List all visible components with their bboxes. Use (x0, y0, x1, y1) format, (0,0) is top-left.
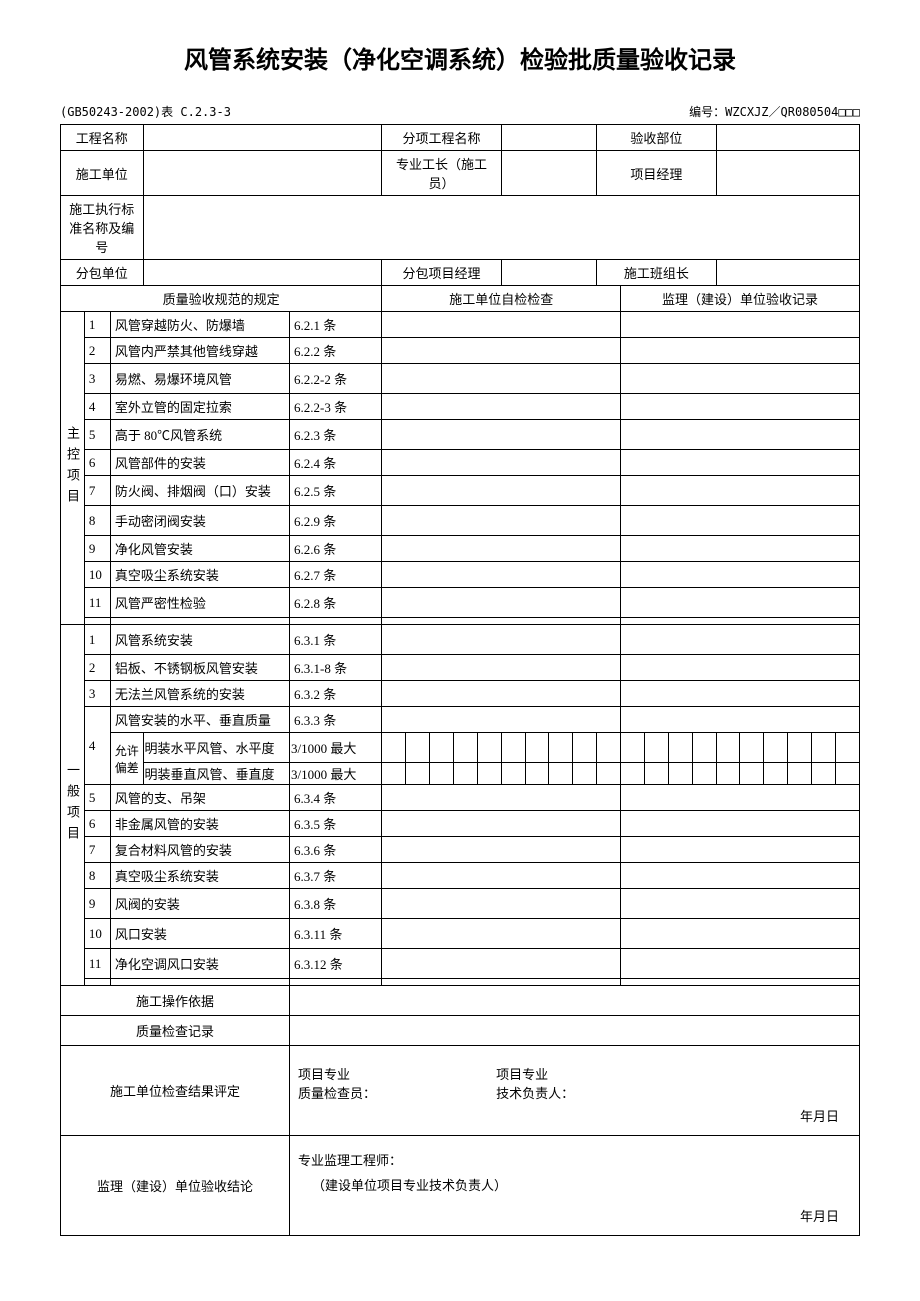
header-row-3: 施工执行标准名称及编号 (61, 196, 860, 260)
footer-qcrec-row: 质量检查记录 (61, 1016, 860, 1046)
field-team-leader (716, 260, 859, 286)
main-item-row: 5高于 80℃风管系统6.2.3 条 (61, 420, 860, 450)
main-item-row: 3易燃、易爆环境风管6.2.2-2 条 (61, 364, 860, 394)
main-item-row: 6风管部件的安装6.2.4 条 (61, 450, 860, 476)
col-supervision: 监理（建设）单位验收记录 (621, 286, 860, 312)
field-project-name (143, 125, 382, 151)
item-supervision (621, 312, 860, 338)
general-item-row: 7复合材料风管的安装6.3.6 条 (61, 837, 860, 863)
label-standard: 施工执行标准名称及编号 (61, 196, 144, 260)
label-project-name: 工程名称 (61, 125, 144, 151)
field-unit-check: 项目专业 质量检查员： 项目专业 技术负责人： 年月日 (290, 1046, 860, 1136)
document-title: 风管系统安装（净化空调系统）检验批质量验收记录 (60, 40, 860, 75)
qc-person-block: 项目专业 质量检查员： (298, 1064, 376, 1102)
field-basis (290, 986, 860, 1016)
footer-basis-row: 施工操作依据 (61, 986, 860, 1016)
label-unit-check: 施工单位检查结果评定 (61, 1046, 290, 1136)
header-row-4: 分包单位 分包项目经理 施工班组长 (61, 260, 860, 286)
document-page: 风管系统安装（净化空调系统）检验批质量验收记录 (GB50243-2002)表 … (0, 0, 920, 1276)
label-sub-pm: 分包项目经理 (382, 260, 501, 286)
meta-right: 编号：WZCXJZ／QR080504□□□ (689, 103, 860, 120)
item-num: 1 (84, 312, 110, 338)
col-self-check: 施工单位自检检查 (382, 286, 621, 312)
label-accept-part: 验收部位 (597, 125, 716, 151)
date-text: 年月日 (800, 1206, 839, 1225)
tech-person-block: 项目专业 技术负责人： (496, 1064, 574, 1102)
general-item-row: 3无法兰风管系统的安装6.3.2 条 (61, 681, 860, 707)
main-table: 工程名称 分项工程名称 验收部位 施工单位 专业工长（施工员） 项目经理 施工执… (60, 124, 860, 1236)
group-general-label: 一般项目 (61, 625, 85, 986)
label-subcontract: 分包单位 (61, 260, 144, 286)
field-subcontract (143, 260, 382, 286)
col-spec: 质量验收规范的规定 (61, 286, 382, 312)
section-header-row: 质量验收规范的规定 施工单位自检检查 监理（建设）单位验收记录 (61, 286, 860, 312)
group-main-label: 主控项目 (61, 312, 85, 625)
field-foreman (501, 151, 597, 196)
label-construction-unit: 施工单位 (61, 151, 144, 196)
general-item4-sub2: 明装垂直风管、垂直度3/1000 最大 (61, 763, 860, 785)
meta-left: (GB50243-2002)表 C.2.3-3 (60, 103, 231, 120)
field-standard (143, 196, 859, 260)
label-sup-conclusion: 监理（建设）单位验收结论 (61, 1136, 290, 1236)
general-item-row: 8真空吸尘系统安装6.3.7 条 (61, 863, 860, 889)
main-item-row: 4室外立管的固定拉索6.2.2-3 条 (61, 394, 860, 420)
general-item-row: 6非金属风管的安装6.3.5 条 (61, 811, 860, 837)
main-item-row: 8手动密闭阀安装6.2.9 条 (61, 506, 860, 536)
header-row-1: 工程名称 分项工程名称 验收部位 (61, 125, 860, 151)
main-item-row: 10真空吸尘系统安装6.2.7 条 (61, 562, 860, 588)
main-item-row: 主控项目 1 风管穿越防火、防爆墙 6.2.1 条 (61, 312, 860, 338)
label-team-leader: 施工班组长 (597, 260, 716, 286)
general-item-row: 9风阀的安装6.3.8 条 (61, 889, 860, 919)
item-desc: 风管穿越防火、防爆墙 (110, 312, 289, 338)
allowdev-label: 允许偏差 (110, 733, 143, 785)
main-item-row: 2风管内严禁其他管线穿越6.2.2 条 (61, 338, 860, 364)
label-qcrec: 质量检查记录 (61, 1016, 290, 1046)
general-item-blank (61, 979, 860, 986)
label-foreman: 专业工长（施工员） (382, 151, 501, 196)
general-item4-header: 4 风管安装的水平、垂直质量 6.3.3 条 (61, 707, 860, 733)
general-item-row: 2铝板、不锈钢板风管安装6.3.1-8 条 (61, 655, 860, 681)
field-construction-unit (143, 151, 382, 196)
main-item-row: 9净化风管安装6.2.6 条 (61, 536, 860, 562)
main-item-row: 7防火阀、排烟阀（口）安装6.2.5 条 (61, 476, 860, 506)
field-sub-pm (501, 260, 597, 286)
general-item4-sub1: 允许偏差 明装水平风管、水平度3/1000 最大 (61, 733, 860, 763)
meta-row: (GB50243-2002)表 C.2.3-3 编号：WZCXJZ／QR0805… (60, 103, 860, 120)
label-pm: 项目经理 (597, 151, 716, 196)
main-item-row: 11风管严密性检验6.2.8 条 (61, 588, 860, 618)
field-sup-conclusion: 专业监理工程师： （建设单位项目专业技术负责人） 年月日 (290, 1136, 860, 1236)
item-clause: 6.2.1 条 (290, 312, 382, 338)
header-row-2: 施工单位 专业工长（施工员） 项目经理 (61, 151, 860, 196)
label-sub-project: 分项工程名称 (382, 125, 501, 151)
field-qcrec (290, 1016, 860, 1046)
item-selfcheck (382, 312, 621, 338)
footer-supervision-row: 监理（建设）单位验收结论 专业监理工程师： （建设单位项目专业技术负责人） 年月… (61, 1136, 860, 1236)
main-item-blank (61, 618, 860, 625)
field-accept-part (716, 125, 859, 151)
label-basis: 施工操作依据 (61, 986, 290, 1016)
general-item-row: 10风口安装6.3.11 条 (61, 919, 860, 949)
footer-unit-check-row: 施工单位检查结果评定 项目专业 质量检查员： 项目专业 技术负责人： 年月日 (61, 1046, 860, 1136)
general-item-row: 11净化空调风口安装6.3.12 条 (61, 949, 860, 979)
field-sub-project (501, 125, 597, 151)
general-item-row: 一般项目 1风管系统安装6.3.1 条 (61, 625, 860, 655)
field-pm (716, 151, 859, 196)
date-text: 年月日 (800, 1106, 839, 1125)
general-item-row: 5风管的支、吊架6.3.4 条 (61, 785, 860, 811)
